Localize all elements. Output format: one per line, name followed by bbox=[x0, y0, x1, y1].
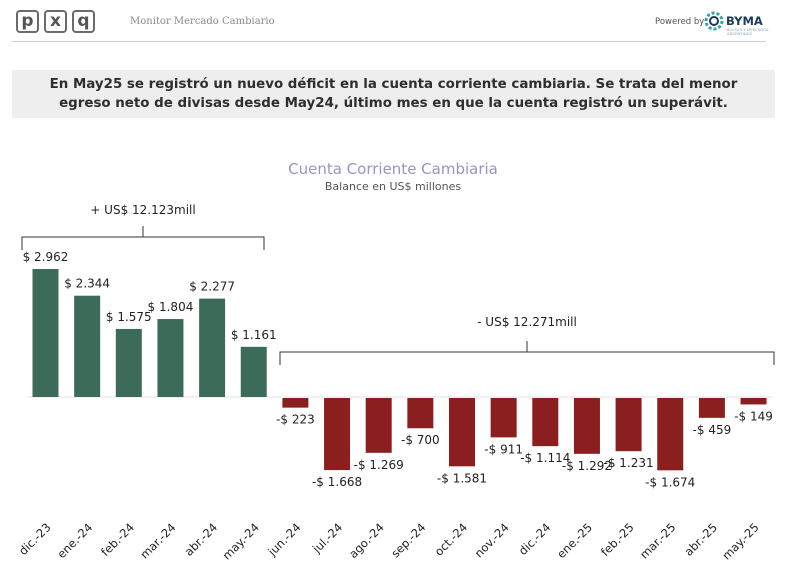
bar-ene.-25 bbox=[573, 398, 600, 454]
data-label-ago.-24: -$ 1.269 bbox=[354, 458, 404, 472]
data-label-abr.-25: -$ 459 bbox=[693, 423, 732, 437]
bar-dic.-24 bbox=[532, 398, 559, 447]
data-label-may.-25: -$ 149 bbox=[734, 409, 773, 423]
data-label-mar.-24: $ 1.804 bbox=[148, 300, 194, 314]
x-tick-may.-24: may.-24 bbox=[220, 520, 262, 562]
data-label-dic.-24: -$ 1.114 bbox=[520, 451, 570, 465]
x-tick-abr.-24: abr.-24 bbox=[182, 520, 221, 559]
data-label-abr.-24: $ 2.277 bbox=[189, 280, 235, 294]
x-tick-ene.-25: ene.-25 bbox=[554, 520, 595, 561]
bar-feb.-24 bbox=[115, 328, 142, 397]
bar-jun.-24 bbox=[282, 398, 309, 408]
bar-sep.-24 bbox=[407, 398, 434, 429]
data-label-jun.-24: -$ 223 bbox=[276, 413, 315, 427]
x-tick-ene.-24: ene.-24 bbox=[54, 520, 95, 561]
chart-subtitle: Balance en US$ millones bbox=[324, 180, 462, 193]
byma-logo-icon bbox=[704, 11, 724, 31]
logo-letter-q: q bbox=[72, 10, 95, 33]
x-tick-feb.-25: feb.-25 bbox=[598, 520, 637, 559]
data-label-may.-24: $ 1.161 bbox=[231, 328, 277, 342]
x-tick-feb.-24: feb.-24 bbox=[98, 520, 137, 559]
x-tick-mar.-24: mar.-24 bbox=[137, 520, 178, 561]
x-tick-dic.-23: dic.-23 bbox=[16, 520, 54, 558]
bar-abr.-24 bbox=[199, 298, 226, 397]
bar-ene.-24 bbox=[74, 295, 101, 397]
byma-subtitle: BOLSAS Y MERCADOS ARGENTINOS bbox=[727, 28, 769, 36]
data-label-ene.-24: $ 2.344 bbox=[64, 277, 110, 291]
data-label-feb.-24: $ 1.575 bbox=[106, 310, 152, 324]
annotation-positive: + US$ 12.123mill bbox=[90, 203, 195, 217]
bar-mar.-24 bbox=[157, 319, 184, 397]
logo-letter-x: x bbox=[44, 10, 67, 33]
data-label-nov.-24: -$ 911 bbox=[484, 442, 523, 456]
logo-letter-p: p bbox=[16, 10, 39, 33]
x-tick-nov.-24: nov.-24 bbox=[472, 520, 512, 560]
data-label-oct.-24: -$ 1.581 bbox=[437, 471, 487, 485]
bar-may.-25 bbox=[740, 398, 767, 405]
data-label-feb.-25: -$ 1.231 bbox=[604, 456, 654, 470]
data-label-mar.-25: -$ 1.674 bbox=[645, 475, 695, 489]
bar-nov.-24 bbox=[490, 398, 517, 438]
headline-text: En May25 se registró un nuevo déficit en… bbox=[49, 77, 738, 111]
annotation-negative: - US$ 12.271mill bbox=[477, 315, 577, 329]
header-bar: p x q Monitor Mercado Cambiario Powered … bbox=[0, 0, 790, 42]
x-tick-sep.-24: sep.-24 bbox=[388, 520, 428, 560]
header-divider bbox=[12, 41, 766, 42]
data-label-sep.-24: -$ 700 bbox=[401, 433, 440, 447]
headline-banner: En May25 se registró un nuevo déficit en… bbox=[12, 70, 775, 118]
x-tick-mar.-25: mar.-25 bbox=[637, 520, 678, 561]
bar-feb.-25 bbox=[615, 398, 642, 452]
x-tick-ago.-24: ago.-24 bbox=[346, 520, 387, 561]
x-tick-abr.-25: abr.-25 bbox=[682, 520, 721, 559]
bar-jul.-24 bbox=[324, 398, 351, 471]
bar-dic.-23 bbox=[32, 269, 59, 397]
bar-ago.-24 bbox=[365, 398, 392, 453]
app-title: Monitor Mercado Cambiario bbox=[130, 16, 275, 27]
bar-may.-24 bbox=[240, 346, 267, 397]
bracket-positive bbox=[21, 226, 265, 250]
powered-by-label: Powered by bbox=[655, 17, 705, 27]
bar-mar.-25 bbox=[657, 398, 684, 471]
x-tick-oct.-24: oct.-24 bbox=[432, 520, 470, 558]
data-label-jul.-24: -$ 1.668 bbox=[312, 475, 362, 489]
x-tick-dic.-24: dic.-24 bbox=[516, 520, 554, 558]
bar-abr.-25 bbox=[698, 398, 725, 418]
x-tick-may.-25: may.-25 bbox=[719, 520, 761, 562]
bracket-negative bbox=[279, 341, 775, 365]
bar-oct.-24 bbox=[449, 398, 475, 467]
byma-wordmark: BYMA bbox=[726, 14, 763, 28]
data-label-ene.-25: -$ 1.292 bbox=[562, 459, 612, 473]
x-tick-jun.-24: jun.-24 bbox=[264, 520, 303, 559]
chart-title: Cuenta Corriente Cambiaria bbox=[288, 160, 498, 178]
x-tick-jul.-24: jul.-24 bbox=[309, 520, 345, 556]
data-label-dic.-23: $ 2.962 bbox=[23, 250, 69, 264]
